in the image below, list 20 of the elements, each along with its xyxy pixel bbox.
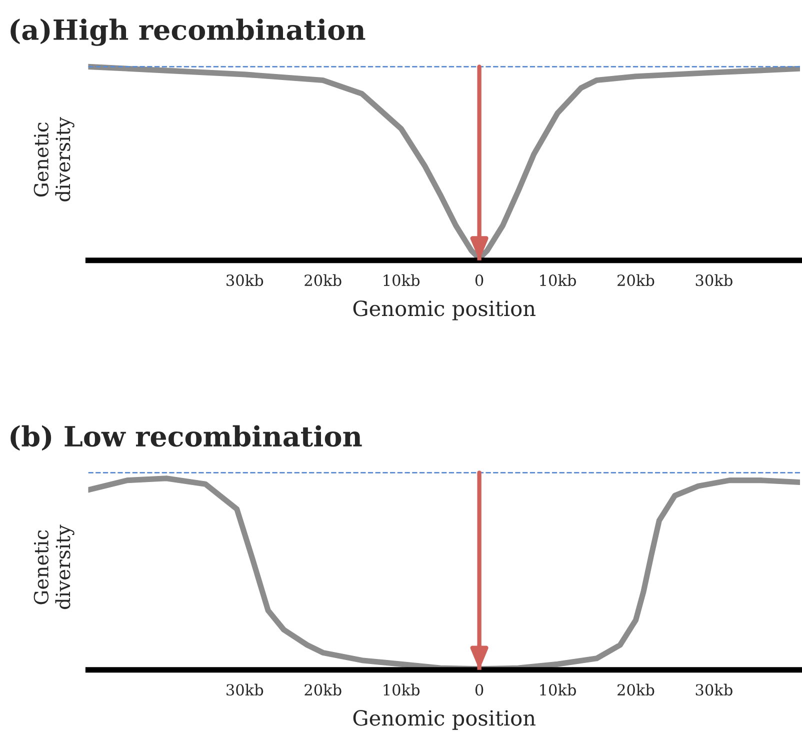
x-tick-label: 30kb — [696, 274, 732, 286]
y-axis-title: Genetic diversity — [34, 116, 74, 202]
chart-title: (b) Low recombination — [10, 425, 362, 451]
x-tick-label: 20kb — [618, 684, 654, 696]
x-tick-label: 10kb — [384, 684, 420, 696]
x-axis-title: Genomic position — [353, 300, 536, 320]
x-tick-label: 0 — [475, 684, 484, 696]
x-tick-label: 10kb — [540, 684, 576, 696]
x-tick-label: 10kb — [384, 274, 420, 286]
x-tick-label: 0 — [475, 274, 484, 286]
chart-title: (a)High recombination — [10, 18, 366, 46]
x-tick-label: 30kb — [696, 684, 732, 696]
x-tick-label: 10kb — [540, 274, 576, 286]
x-tick-label: 30kb — [226, 274, 264, 286]
x-tick-label: 20kb — [618, 274, 654, 286]
x-tick-label: 20kb — [304, 684, 342, 696]
y-axis-title: Genetic diversity — [34, 524, 74, 610]
x-tick-label: 30kb — [226, 684, 264, 696]
x-axis-title: Genomic position — [353, 710, 536, 730]
x-tick-label: 20kb — [304, 274, 342, 286]
